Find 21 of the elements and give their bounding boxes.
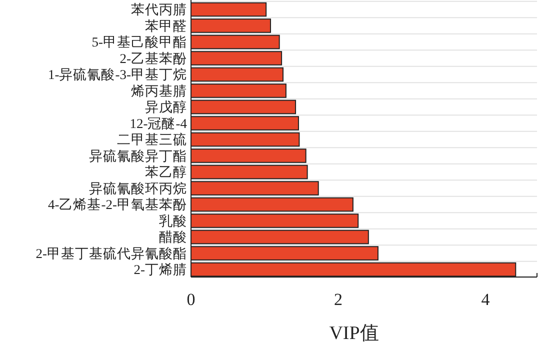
y-tick-label: 二甲基三硫 xyxy=(117,132,187,148)
y-tick-label: 2-丁烯腈 xyxy=(134,262,187,278)
y-tick-label: 5-甲基己酸甲酯 xyxy=(92,34,187,50)
y-tick-label: 乳酸 xyxy=(159,213,187,228)
y-tick-label: 异硫氰酸环丙烷 xyxy=(89,180,187,196)
y-tick-label: 异硫氰酸异丁酯 xyxy=(89,148,187,164)
y-tick-label: 苯乙醇 xyxy=(145,164,187,180)
y-tick-label: 1-异硫氰酸-3-甲基丁烷 xyxy=(48,67,187,82)
y-tick-label: 醋酸 xyxy=(159,230,187,245)
y-tick-label: 4-乙烯基-2-甲氧基苯酚 xyxy=(48,197,187,212)
y-tick-label: 苯代丙腈 xyxy=(131,2,187,18)
y-tick-label: 烯丙基腈 xyxy=(131,83,187,98)
y-tick-label: 12-冠醚-4 xyxy=(130,116,188,131)
x-tick-label: 0 xyxy=(186,290,196,309)
y-tick-label: 异戊醇 xyxy=(145,100,187,115)
y-tick-label: 2-乙基苯酚 xyxy=(120,50,187,66)
y-tick-label: 苯甲醛 xyxy=(145,18,187,34)
x-tick-label: 4 xyxy=(481,290,490,309)
x-tick-label: 2 xyxy=(334,290,342,309)
y-tick-label: 2-甲基丁基硫代异氰酸酯 xyxy=(36,246,187,261)
x-axis-title: VIP值 xyxy=(329,323,379,344)
